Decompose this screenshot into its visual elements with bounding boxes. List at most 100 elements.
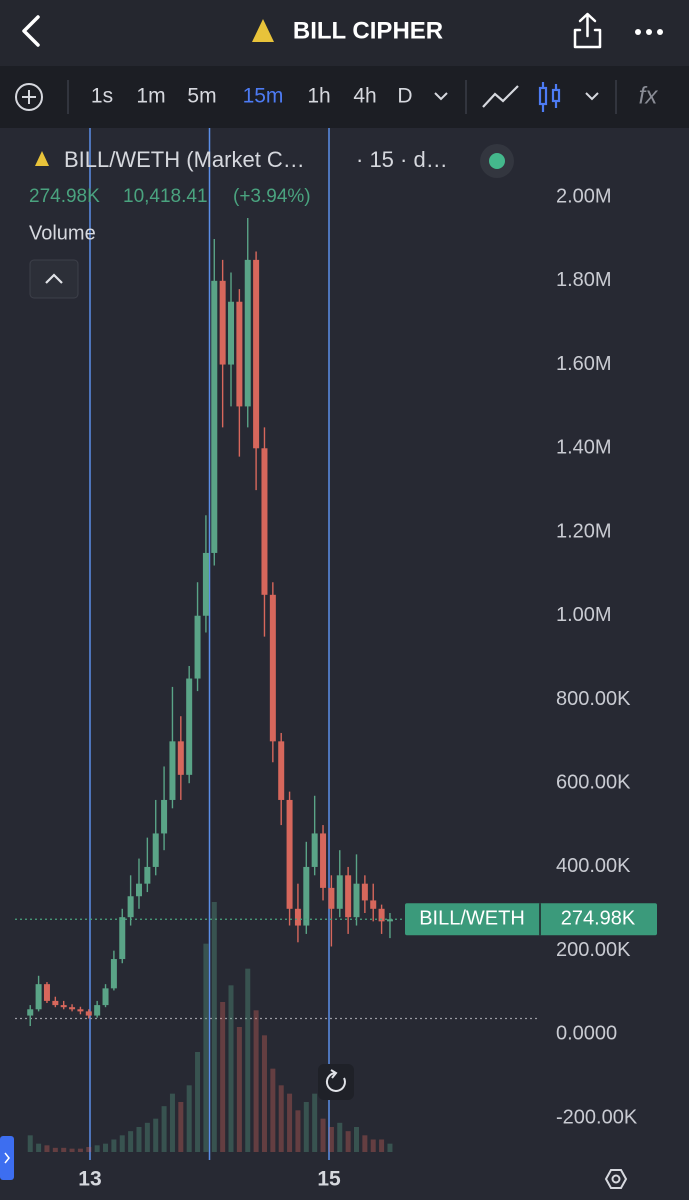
candle-body (244, 259, 251, 407)
back-button[interactable] (22, 15, 40, 47)
candle-body (269, 594, 276, 742)
add-indicator[interactable] (15, 83, 43, 111)
symbol-interval: · 15 · d… (356, 147, 448, 172)
candle-body (27, 1009, 34, 1016)
candle-style-button[interactable] (538, 82, 561, 112)
collapse-icon (45, 273, 63, 284)
candle-body (186, 678, 193, 775)
volume-bar (169, 1093, 175, 1152)
settings-button[interactable] (604, 1169, 628, 1189)
reset-icon (325, 1069, 346, 1092)
volume-label: Volume (29, 222, 96, 244)
side-tab[interactable] (0, 1136, 14, 1180)
volume-bar (328, 1127, 334, 1152)
candle-body (202, 552, 209, 616)
volume-bar (77, 1148, 83, 1152)
volume-bar (203, 943, 209, 1152)
interval-dropdown[interactable] (434, 92, 448, 101)
candle-body (303, 866, 310, 926)
volume-bar (69, 1148, 75, 1152)
volume-bar (52, 1147, 58, 1152)
candle-body (378, 908, 385, 922)
candle-body (228, 301, 235, 365)
candle-body (294, 908, 301, 926)
indicator-fx[interactable]: fx (639, 82, 659, 109)
volume-bar (27, 1135, 33, 1152)
candle-body (194, 615, 201, 679)
y-tick-label: 1.00M (556, 604, 612, 626)
interval-button[interactable]: 5m (187, 85, 216, 108)
volume-bar (245, 968, 251, 1152)
interval-button[interactable]: 15m (243, 85, 284, 108)
line-style-button[interactable] (482, 85, 519, 108)
volume-bar (303, 1102, 309, 1152)
interval-button[interactable]: D (397, 85, 412, 108)
price-tag (405, 903, 657, 936)
y-tick-label: 2.00M (556, 185, 612, 207)
volume-bar (178, 1102, 184, 1152)
candle-body (311, 833, 318, 867)
last-value: 274.98K (29, 186, 100, 207)
candle-body (328, 887, 335, 909)
volume-bar (94, 1145, 100, 1152)
more-button[interactable] (635, 29, 663, 35)
volume-bar (370, 1139, 376, 1152)
y-tick-label: 0.0000 (556, 1023, 617, 1045)
candle-body (144, 866, 151, 884)
y-tick-label: 200.00K (556, 939, 631, 961)
candle-body (345, 875, 352, 918)
candle-body (370, 900, 377, 909)
candle-body (127, 896, 134, 918)
interval-button[interactable]: 1m (136, 85, 165, 108)
volume-bar (86, 1147, 92, 1152)
interval-button[interactable]: 4h (353, 85, 376, 108)
candle-body (69, 1007, 76, 1010)
volume-bar (253, 1010, 259, 1152)
candle-body (386, 919, 393, 922)
candle-body (35, 984, 42, 1010)
y-tick-label: -200.00K (556, 1106, 638, 1128)
style-dropdown[interactable] (585, 92, 599, 101)
interval-button[interactable]: 1h (307, 85, 330, 108)
volume-bar (44, 1145, 50, 1152)
volume-bar (236, 1027, 242, 1152)
side-tab-icon (4, 1152, 10, 1164)
candle-body (77, 1009, 84, 1012)
candle-body (102, 988, 109, 1006)
x-tick-label: 13 (78, 1168, 101, 1191)
candle-body (161, 799, 168, 834)
y-tick-label: 1.80M (556, 269, 612, 291)
candle-body (43, 984, 50, 1001)
candle-body (320, 833, 327, 888)
volume-bar (61, 1147, 67, 1152)
candle-body (211, 280, 218, 553)
volume-bar (144, 1122, 150, 1152)
reset-button[interactable] (318, 1064, 354, 1100)
collapse-button[interactable] (29, 259, 79, 299)
volume-bar (103, 1143, 109, 1152)
volume-bar (111, 1139, 117, 1152)
candle-body (94, 1005, 101, 1016)
interval-button[interactable]: 1s (91, 85, 113, 108)
y-tick-label: 1.40M (556, 437, 612, 459)
volume-bar (312, 1093, 318, 1152)
symbol-icon (35, 151, 49, 166)
candle-body (336, 875, 343, 909)
candle-body (353, 883, 360, 918)
candle-body (60, 1005, 67, 1008)
x-tick-label: 15 (317, 1168, 341, 1191)
volume-bar (119, 1135, 125, 1152)
page-title: BILL CIPHER (293, 17, 443, 44)
volume-bar (261, 1035, 267, 1152)
volume-bar (337, 1122, 343, 1152)
change-value: 10,418.41 (123, 186, 208, 207)
candle-body (177, 741, 184, 775)
volume-bar (136, 1127, 142, 1152)
volume-bar (320, 1118, 326, 1152)
share-button[interactable] (573, 12, 602, 49)
candle-body (236, 301, 243, 407)
y-tick-label: 800.00K (556, 688, 631, 710)
candle-body (119, 917, 126, 960)
token-icon (252, 19, 274, 42)
